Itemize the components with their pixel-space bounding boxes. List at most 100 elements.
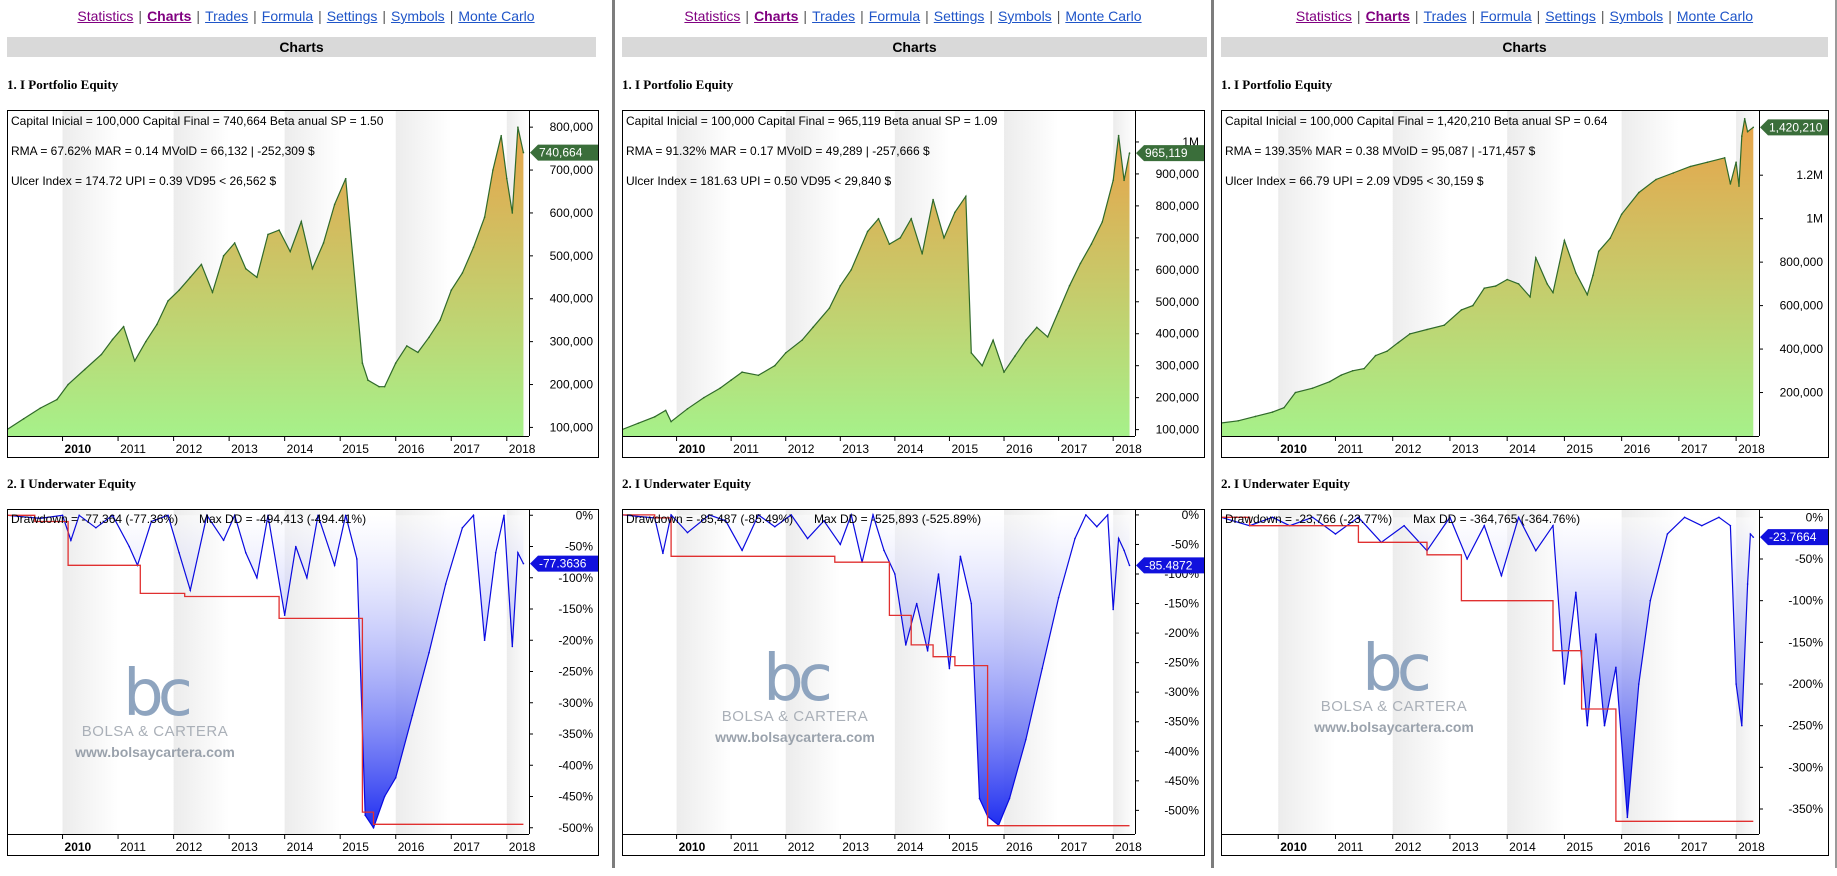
data-point (1546, 283, 1549, 285)
data-point (719, 387, 722, 389)
x-tick-label: 2013 (231, 442, 258, 456)
report-panel-1: Statistics | Charts | Trades | Formula | Setting… (0, 0, 615, 868)
data-point (222, 255, 225, 257)
x-tick-label: 2012 (176, 840, 203, 854)
x-tick-label: 2016 (1006, 442, 1033, 456)
nav-link-charts[interactable]: Charts (754, 8, 799, 24)
data-point (1074, 537, 1076, 540)
data-point (1085, 514, 1087, 516)
data-point (1472, 304, 1474, 307)
year-band (785, 509, 841, 834)
data-point (383, 795, 386, 798)
y-tick-label: 700,000 (550, 163, 594, 177)
report-panel-2: Statistics | Charts | Trades | Formula | Setting… (615, 0, 1214, 868)
year-band (1278, 509, 1336, 834)
nav-link-monte-carlo[interactable]: Monte Carlo (1676, 8, 1754, 24)
x-tick-label: 2016 (1624, 442, 1651, 456)
year-band (284, 509, 341, 834)
nav-link-symbols[interactable]: Symbols (998, 8, 1052, 24)
data-point (517, 126, 519, 128)
data-point (921, 253, 923, 255)
data-point (1386, 350, 1388, 353)
underwater-section-title: 2. I Underwater Equity (7, 476, 137, 491)
data-point (1025, 738, 1027, 741)
data-point (83, 368, 86, 371)
nav-link-statistics[interactable]: Statistics (684, 8, 741, 24)
drawdown-line (1221, 515, 1754, 818)
data-point (1700, 524, 1703, 527)
data-point (122, 325, 125, 328)
data-point (757, 374, 760, 377)
equity-chart-svg: 2010 2011 2012 2013 2014 2015 2016 2017 2018 200,… (1221, 110, 1829, 458)
data-point (1095, 525, 1098, 528)
data-point (1506, 278, 1508, 281)
nav-link-settings[interactable]: Settings (1545, 8, 1596, 24)
data-point (774, 525, 776, 528)
nav-link-settings[interactable]: Settings (326, 8, 378, 24)
data-point (494, 551, 497, 554)
data-point (1363, 367, 1365, 370)
data-point (894, 573, 896, 575)
data-point (1683, 516, 1686, 519)
x-tick-label: 2015 (1566, 840, 1593, 854)
nav-link-statistics[interactable]: Statistics (77, 8, 134, 24)
last-value-marker (1136, 557, 1204, 574)
nav-link-charts[interactable]: Charts (1365, 8, 1410, 24)
data-point (1609, 237, 1611, 240)
data-point (1741, 724, 1743, 727)
last-value-label: 965,119 (1145, 146, 1188, 160)
x-tick-label: 2018 (509, 840, 536, 854)
max-drawdown-line (622, 514, 1130, 827)
nav-link-trades[interactable]: Trades (812, 8, 856, 24)
nav-link-formula[interactable]: Formula (261, 8, 314, 24)
x-tick-label: 2018 (1115, 442, 1142, 456)
x-tick-label: 2016 (1624, 840, 1651, 854)
data-point (133, 360, 136, 362)
nav-link-monte-carlo[interactable]: Monte Carlo (458, 8, 535, 24)
nav-link-formula[interactable]: Formula (868, 8, 921, 24)
x-tick-label: 2015 (1566, 442, 1593, 456)
equity-section-title: 1. I Portfolio Equity (7, 77, 119, 92)
data-point (1729, 183, 1732, 185)
nav-link-formula[interactable]: Formula (1480, 8, 1532, 24)
data-point (1563, 683, 1566, 685)
data-point (1615, 666, 1617, 669)
x-tick-label: 2012 (788, 840, 815, 854)
data-point (1294, 391, 1297, 394)
data-point (472, 514, 475, 517)
data-point (1449, 516, 1451, 519)
y-tick-label: -350% (1788, 802, 1823, 816)
stats-line: Capital Inicial = 100,000 Capital Final … (11, 114, 384, 128)
data-point (850, 269, 853, 271)
nav-link-charts[interactable]: Charts (147, 8, 192, 24)
data-point (1500, 574, 1503, 577)
data-point (333, 203, 336, 206)
data-point (741, 371, 743, 373)
nav-link-statistics[interactable]: Statistics (1295, 8, 1352, 24)
data-point (1552, 291, 1554, 294)
y-tick-label: 500,000 (1156, 295, 1200, 309)
nav-link-settings[interactable]: Settings (933, 8, 985, 24)
y-tick-label: -450% (558, 790, 593, 804)
data-point (1112, 608, 1114, 611)
x-tick-label: 2017 (453, 442, 480, 456)
x-tick-label: 2011 (1337, 442, 1363, 456)
nav-link-monte-carlo[interactable]: Monte Carlo (1065, 8, 1142, 24)
data-point (1597, 250, 1600, 253)
data-point (926, 650, 929, 652)
y-tick-label: -400% (558, 758, 593, 772)
y-tick-label: 1M (1806, 212, 1823, 226)
data-point (356, 558, 358, 560)
nav-link-trades[interactable]: Trades (205, 8, 249, 24)
data-point (823, 520, 825, 522)
data-point (653, 416, 656, 418)
nav-link-symbols[interactable]: Symbols (391, 8, 445, 24)
data-point (1746, 130, 1749, 133)
page-title: Charts (1221, 37, 1828, 57)
data-point (730, 379, 732, 381)
nav-link-trades[interactable]: Trades (1423, 8, 1467, 24)
data-point (1595, 633, 1597, 635)
data-point (289, 250, 292, 253)
nav-link-symbols[interactable]: Symbols (1609, 8, 1664, 24)
data-point (1426, 328, 1428, 331)
